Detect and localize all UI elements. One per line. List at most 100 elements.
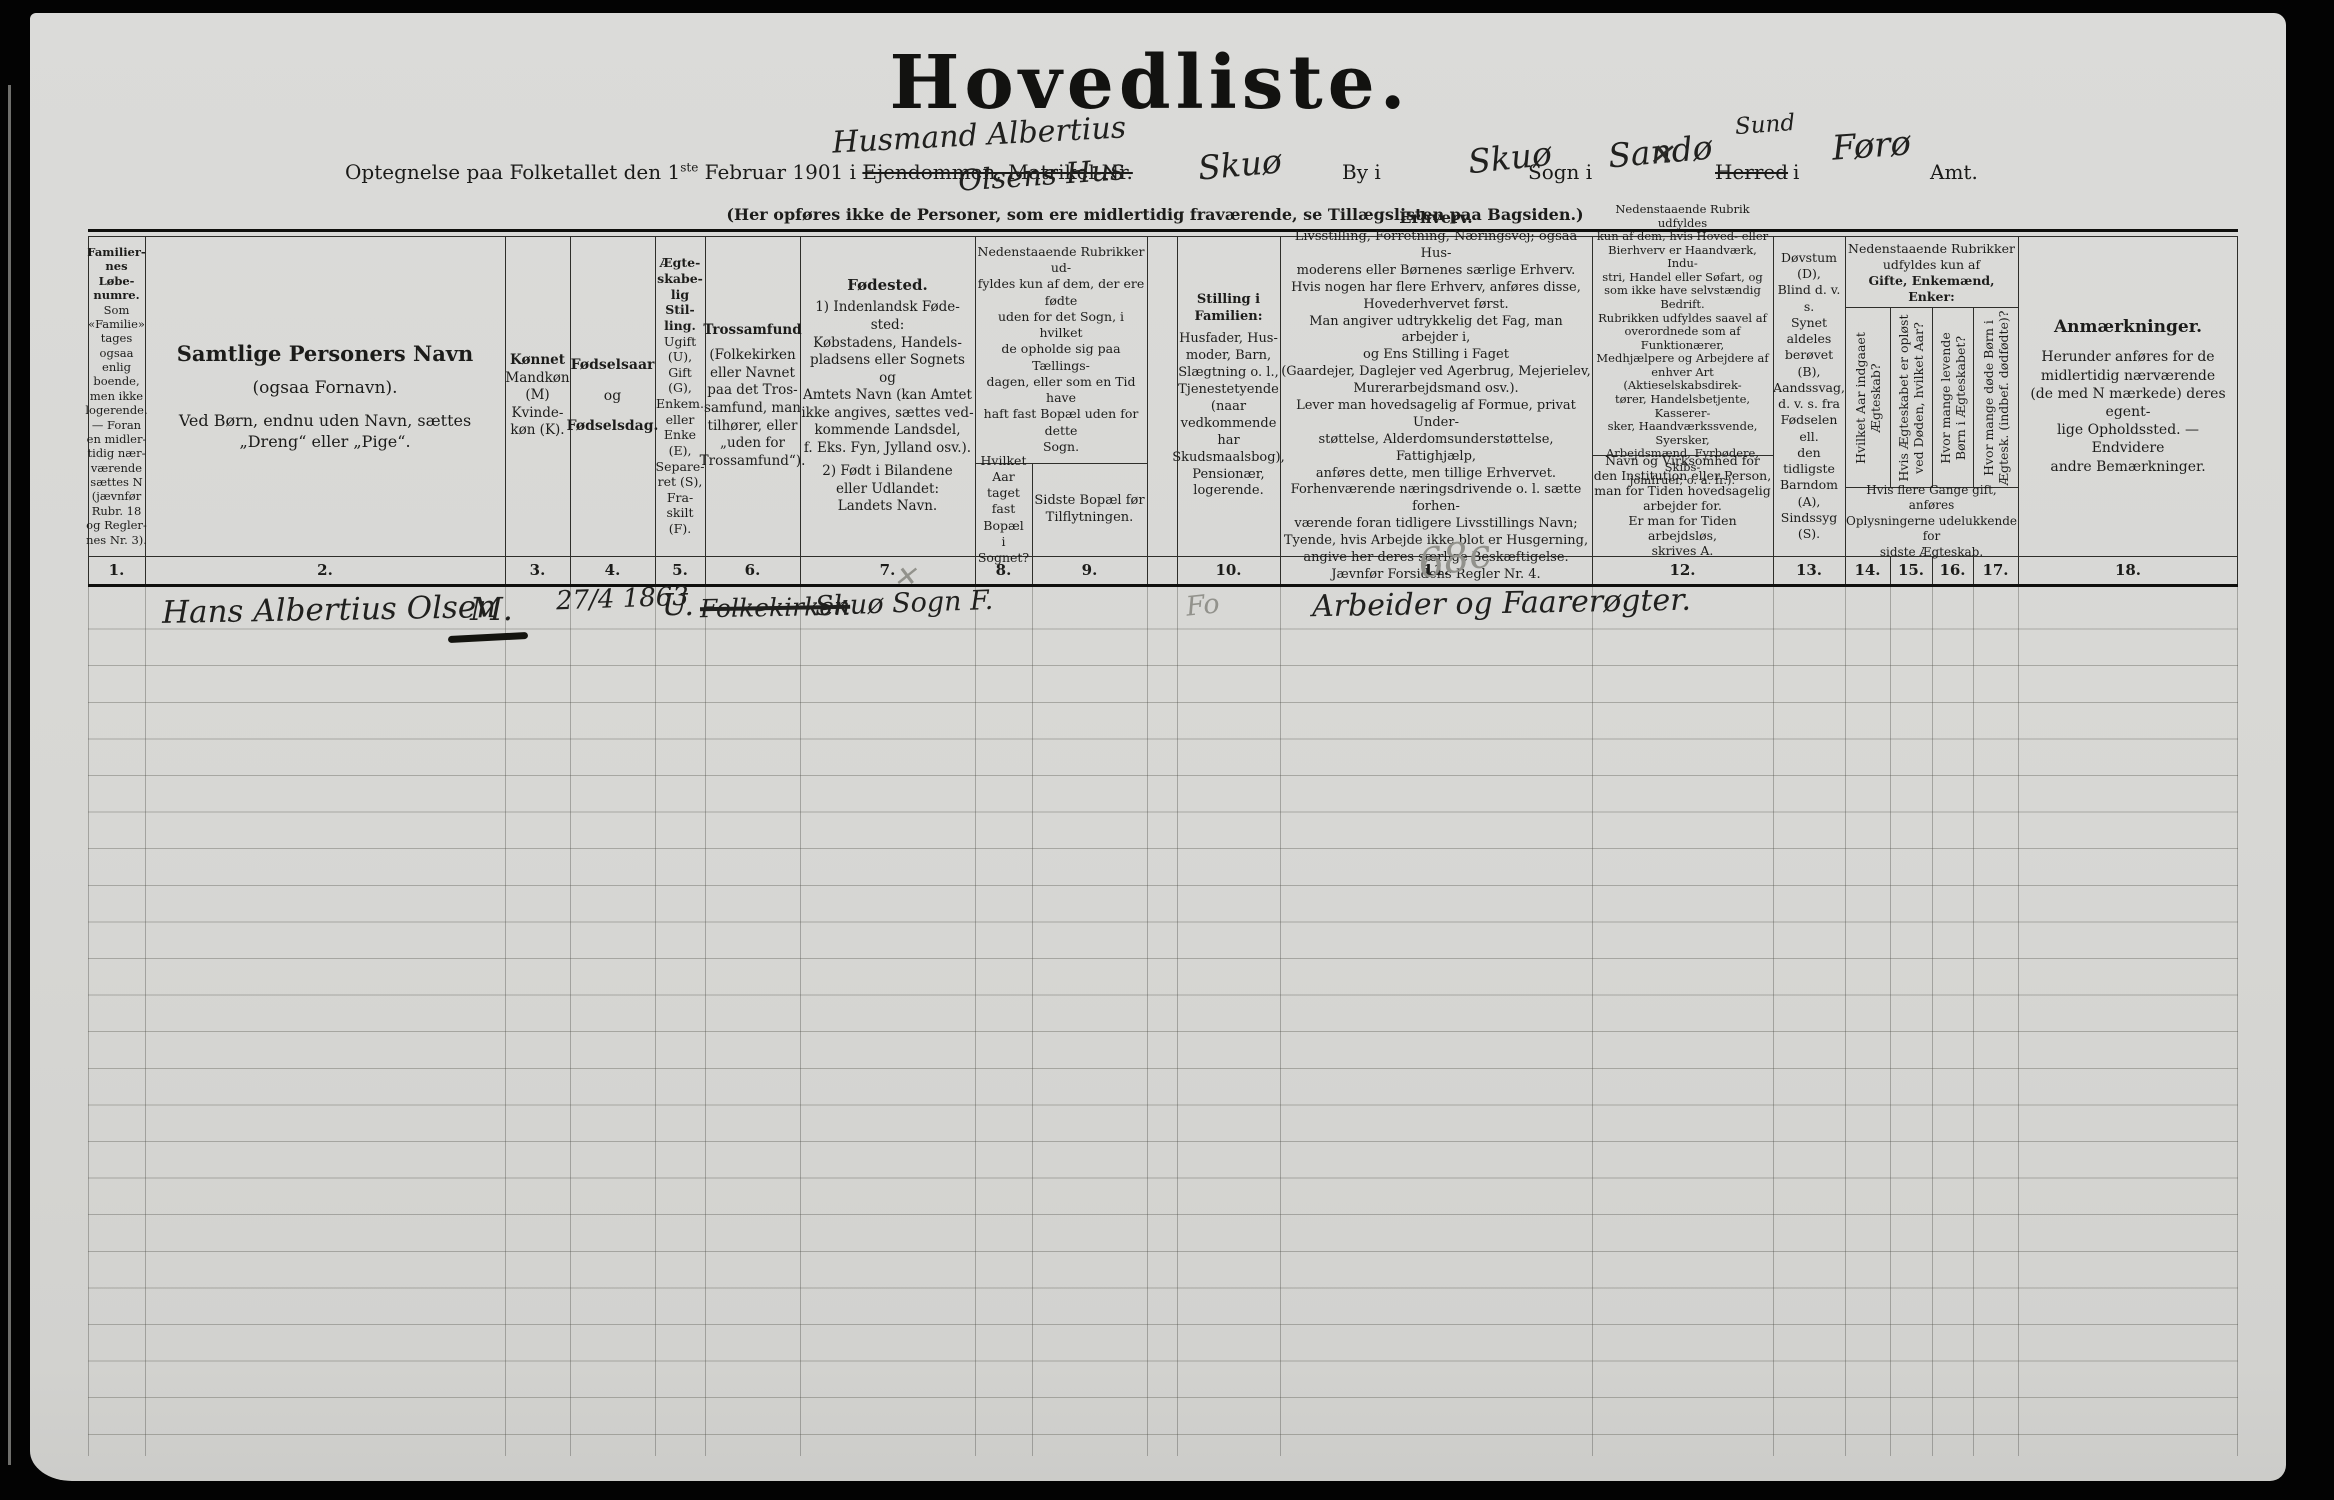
col7-p1: 1) Indenlandsk Føde- sted: Købstadens, H… bbox=[801, 299, 974, 456]
col3-body: Mandkøn (M) Kvinde- køn (K). bbox=[505, 369, 570, 439]
col10-title: Stilling i Familien: bbox=[1194, 291, 1263, 324]
col2-title: Samtlige Personers Navn bbox=[176, 340, 474, 366]
herred-label-struck: Herred bbox=[1715, 160, 1789, 184]
row-sex: M. bbox=[470, 590, 513, 628]
col-number-5: 5. bbox=[672, 561, 688, 579]
col14-17-note-text: Hvis flere Gange gift, anføres Oplysning… bbox=[1846, 482, 2017, 559]
subtitle-prefix: Optegnelse paa Folketallet den 1 bbox=[345, 160, 681, 184]
amt-label: Amt. bbox=[1930, 160, 1978, 184]
col8-text: Hvilket Aar taget fast Bopæl i Sognet? bbox=[977, 452, 1030, 566]
col10-header: Stilling i Familien: Husfader, Hus- mode… bbox=[1172, 236, 1284, 556]
col12-top-text: Nedenstaaende Rubrik udfyldes kun af dem… bbox=[1596, 202, 1769, 488]
struck-property-label: Ejendommen, Matrikel-Nr. bbox=[862, 160, 1133, 184]
col15-header-vertical: Hvis Ægteskabet er opløst ved Døden, hvi… bbox=[1892, 309, 1930, 487]
subtitle-superscript: ste bbox=[680, 160, 699, 175]
col-number-4: 4. bbox=[604, 561, 621, 579]
row-name: Hans Albertius Olsen bbox=[161, 589, 497, 631]
col12-top-header: Nedenstaaende Rubrik udfyldes kun af dem… bbox=[1593, 202, 1772, 487]
col7-header: Fødested. 1) Indenlandsk Føde- sted: Køb… bbox=[801, 236, 974, 556]
col2-sub: (ogsaa Fornavn). bbox=[252, 377, 398, 398]
col-number-8: 8. bbox=[995, 561, 1012, 579]
col7-p2: 2) Født i Bilandene eller Udlandet: Land… bbox=[822, 463, 953, 515]
col7-title: Fødested. bbox=[847, 275, 928, 294]
pencil-cross-mark: ✕ bbox=[893, 560, 917, 593]
col16-text: Hvor mange levende Børn i Ægteskabet? bbox=[1937, 332, 1968, 464]
ruled-body-rows bbox=[88, 593, 2238, 1459]
col-number-15: 15. bbox=[1897, 561, 1925, 579]
col14-17-group-line2: Gifte, Enkemænd, Enker: bbox=[1868, 273, 1995, 305]
col-number-17: 17. bbox=[1982, 561, 2009, 579]
col5-title: Ægte- skabe- lig Stil- ling. bbox=[657, 255, 703, 333]
col-number-6: 6. bbox=[744, 561, 761, 579]
exclusion-note: (Her opføres ikke de Personer, som ere m… bbox=[726, 205, 1584, 224]
col14-header-vertical: Hvilket Aar indgaaet Ægteskab? bbox=[1847, 309, 1888, 487]
col1-title: Familier- nes Løbe- numre. bbox=[87, 245, 146, 303]
handwritten-cross-over-sogn: ✕ bbox=[1648, 138, 1674, 173]
col4-line1: Fødselsaar bbox=[570, 356, 655, 373]
col-number-7: 7. bbox=[879, 561, 896, 579]
col-number-10: 10. bbox=[1215, 561, 1242, 579]
col-number-11: 11. bbox=[1422, 561, 1450, 579]
col11-p2: Hvis nogen har flere Erhverv, anføres di… bbox=[1291, 279, 1581, 312]
col11-title: Erhverv. bbox=[1399, 208, 1473, 228]
col18-title: Anmærkninger. bbox=[2053, 317, 2203, 338]
col3-title: Kønnet bbox=[510, 352, 565, 369]
col6-header: Trossamfund (Folkekirken eller Navnet pa… bbox=[700, 236, 806, 556]
col13-text: Døvstum (D), Blind d. v. s. Synet aldele… bbox=[1773, 249, 1845, 541]
subtitle-line: Optegnelse paa Folketallet den 1ste Febr… bbox=[345, 160, 1133, 184]
col12-bottom-header: Navn og Virksomhed for den Institution e… bbox=[1593, 453, 1772, 558]
col14-17-group-line1: Nedenstaaende Rubrikker udfyldes kun af bbox=[1848, 240, 2015, 272]
col8-9-group-header: Nedenstaaende Rubrikker ud- fyldes kun a… bbox=[976, 236, 1146, 463]
col13-header: Døvstum (D), Blind d. v. s. Synet aldele… bbox=[1773, 236, 1845, 556]
by-label: By i bbox=[1342, 160, 1381, 184]
col14-17-group-note: Hvis flere Gange gift, anføres Oplysning… bbox=[1846, 483, 2017, 559]
col9-text: Sidste Bopæl før Tilflytningen. bbox=[1034, 492, 1145, 525]
col6-body: (Folkekirken eller Navnet paa det Tros- … bbox=[699, 347, 806, 469]
subtitle-mid: Februar 1901 i bbox=[698, 160, 863, 184]
col1-header: Familier- nes Løbe- numre. Som «Familie»… bbox=[85, 236, 147, 556]
col9-header: Sidste Bopæl før Tilflytningen. bbox=[1033, 463, 1146, 556]
col16-header-vertical: Hvor mange levende Børn i Ægteskabet? bbox=[1934, 309, 1971, 487]
col17-header-vertical: Hvor mange døde Børn i Ægtesk. (indbef. … bbox=[1975, 309, 2016, 487]
row-position-pencil: Fo bbox=[1184, 588, 1222, 623]
handwritten-town-1: Skuø bbox=[1196, 141, 1284, 188]
col-number-2: 2. bbox=[317, 561, 333, 579]
col11-p4: Lever man hovedsagelig af Formue, privat… bbox=[1296, 397, 1576, 481]
col11-header: Erhverv. Livsstilling, Forretning, Nærin… bbox=[1281, 208, 1591, 582]
col8-9-group-text: Nedenstaaende Rubrikker ud- fyldes kun a… bbox=[977, 243, 1145, 454]
handwritten-amt: Førø bbox=[1830, 123, 1913, 169]
row-marital-status: U. bbox=[662, 588, 695, 623]
col-number-3: 3. bbox=[529, 561, 546, 579]
col11-p1: Livsstilling, Forretning, Næringsvej; og… bbox=[1294, 229, 1578, 278]
handwritten-sund: Sund bbox=[1734, 109, 1796, 141]
col14-17-group-header: Nedenstaaende Rubrikker udfyldes kun af … bbox=[1846, 240, 2017, 306]
paper-sheet bbox=[30, 13, 2286, 1481]
col5-header: Ægte- skabe- lig Stil- ling. Ugift (U), … bbox=[655, 236, 705, 556]
col-number-16: 16. bbox=[1939, 561, 1966, 579]
col8-header: Hvilket Aar taget fast Bopæl i Sognet? bbox=[976, 453, 1031, 566]
col5-body: Ugift (U), Gift (G), Enkem. eller Enke (… bbox=[655, 333, 705, 537]
col11-p6: Jævnfør Forsidens Regler Nr. 4. bbox=[1331, 566, 1541, 582]
col4-line2: og bbox=[603, 387, 622, 404]
row-occupation: Arbeider og Faarerøgter. bbox=[1311, 582, 1692, 625]
col-number-18: 18. bbox=[2114, 561, 2142, 579]
col-number-9: 9. bbox=[1081, 561, 1098, 579]
col14-text: Hvilket Aar indgaaet Ægteskab? bbox=[1852, 332, 1883, 464]
col1-body: Som «Familie» tages ogsaa enlig boende, … bbox=[85, 302, 148, 547]
col6-title: Trossamfund bbox=[703, 321, 802, 338]
page-title: Hovedliste. bbox=[889, 40, 1411, 126]
col4-line3: Fødselsdag. bbox=[566, 418, 659, 435]
col-number-14: 14. bbox=[1854, 561, 1881, 579]
col18-header: Anmærkninger. Herunder anføres for de mi… bbox=[2019, 236, 2237, 556]
col2-header: Samtlige Personers Navn (ogsaa Fornavn).… bbox=[150, 236, 500, 556]
col3-header: Kønnet Mandkøn (M) Kvinde- køn (K). bbox=[505, 236, 570, 556]
col2-body: Ved Børn, endnu uden Navn, sættes „Dreng… bbox=[178, 410, 472, 451]
col17-text: Hvor mange døde Børn i Ægtesk. (indbef. … bbox=[1980, 310, 2011, 486]
i-label: i bbox=[1793, 160, 1800, 184]
adjacent-page-edge bbox=[8, 85, 11, 1465]
col11-p3: Man angiver udtrykkelig det Fag, man arb… bbox=[1281, 313, 1591, 397]
col10-body: Husfader, Hus- moder, Barn, Slægtning o.… bbox=[1172, 331, 1285, 499]
col-number-1: 1. bbox=[108, 561, 125, 579]
col12-bottom-text: Navn og Virksomhed for den Institution e… bbox=[1593, 453, 1772, 558]
